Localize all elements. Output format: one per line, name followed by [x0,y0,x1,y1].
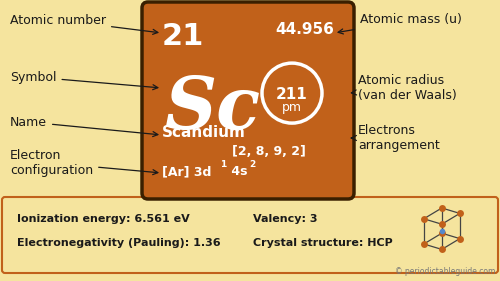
Text: Atomic mass (u): Atomic mass (u) [338,13,462,34]
Text: Ionization energy: 6.561 eV: Ionization energy: 6.561 eV [17,214,190,224]
Text: Crystal structure: HCP: Crystal structure: HCP [253,238,393,248]
Text: Electron
configuration: Electron configuration [10,149,158,177]
Text: 2: 2 [249,160,256,169]
Text: 21: 21 [162,22,204,51]
Text: 44.956: 44.956 [275,22,334,37]
Text: Scandium: Scandium [162,125,246,140]
Text: Atomic number: Atomic number [10,13,158,34]
Text: 1: 1 [220,160,226,169]
Text: Valency: 3: Valency: 3 [253,214,318,224]
FancyBboxPatch shape [142,2,354,199]
Text: Electrons
arrangement: Electrons arrangement [352,124,440,152]
Text: Electronegativity (Pauling): 1.36: Electronegativity (Pauling): 1.36 [17,238,220,248]
Text: Sc: Sc [164,73,260,144]
Text: [2, 8, 9, 2]: [2, 8, 9, 2] [232,145,306,158]
Text: pm: pm [282,101,302,114]
Text: © periodictableguide.com: © periodictableguide.com [394,267,495,276]
Text: [Ar] 3d: [Ar] 3d [162,165,212,178]
FancyBboxPatch shape [2,197,498,273]
Text: Name: Name [10,115,158,137]
Text: 4s: 4s [227,165,248,178]
Text: 211: 211 [276,87,308,102]
Text: Atomic radius
(van der Waals): Atomic radius (van der Waals) [352,74,457,102]
Text: Symbol: Symbol [10,71,158,90]
